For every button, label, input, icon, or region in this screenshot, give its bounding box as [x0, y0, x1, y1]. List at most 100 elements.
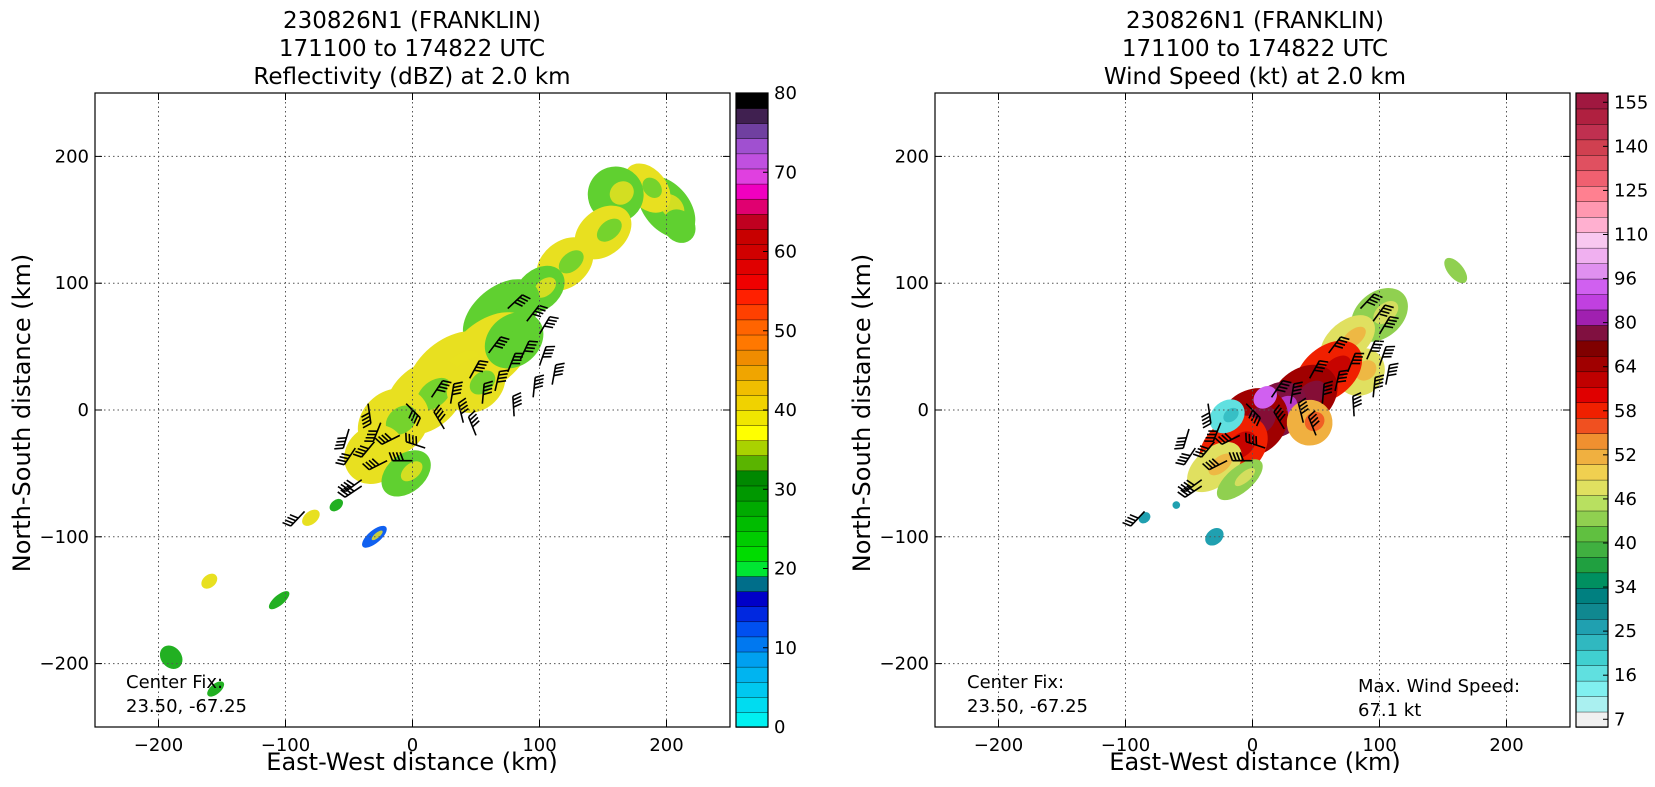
echo-core [385, 405, 417, 435]
colorbar-segment [735, 696, 769, 713]
colorbar-tick-label: 40 [774, 400, 797, 421]
echo-region [302, 509, 320, 526]
echo-core [558, 250, 584, 274]
wind-barb [1122, 510, 1146, 527]
colorbar-segment [1575, 216, 1609, 233]
colorbar-segment [735, 364, 769, 381]
colorbar-tick-label: 155 [1614, 92, 1648, 113]
ticks: −200 −100 0 100 200 −200 −100 0 100 200 [880, 93, 1570, 756]
echo-region [207, 681, 225, 697]
wind-barb [1270, 379, 1292, 398]
wind-barb [1202, 458, 1228, 471]
wind-barb [1385, 362, 1399, 385]
wind-barb [449, 381, 463, 404]
colorbar-segment [735, 304, 769, 321]
colorbar-tick-label: 80 [1614, 313, 1637, 334]
colorbar-segment [1575, 603, 1609, 620]
y-tick-label: 100 [55, 273, 89, 294]
wind-barb [1245, 432, 1266, 449]
colorbar-segment [1575, 247, 1609, 264]
colorbar-segment [735, 92, 769, 109]
title-line-3: Wind Speed (kt) at 2.0 km [1104, 64, 1406, 90]
x-tick-label: 0 [407, 735, 418, 756]
title-line-1: 230826N1 (FRANKLIN) [1126, 8, 1384, 34]
colorbar-tick-label: 96 [1614, 269, 1637, 290]
max-wind-value: 67.1 kt [1358, 700, 1421, 721]
colorbar-tick-label: 30 [774, 479, 797, 500]
y-axis-label: North-South distance (km) [848, 254, 876, 573]
colorbar-segment [1575, 201, 1609, 218]
wind-barb [352, 441, 376, 458]
wind-barb [362, 458, 388, 471]
colorbar-segment [1575, 123, 1609, 141]
colorbar-segment [735, 636, 769, 653]
wind-barb [532, 374, 545, 398]
wind-barb [433, 404, 446, 430]
wind-barb [364, 422, 382, 443]
colorbar-segment [735, 198, 769, 215]
colorbar-segment [735, 168, 769, 185]
colorbar-segment [1575, 402, 1609, 419]
colorbar-segment [1575, 371, 1609, 388]
wind-barb [1245, 403, 1262, 427]
reflectivity-plot-area: −200 −100 0 100 200 −200 −100 0 100 200 [40, 92, 731, 756]
center-fix-value: 23.50, -67.25 [967, 696, 1088, 717]
y-tick-label: 0 [78, 400, 89, 421]
wind-barb [1372, 374, 1385, 398]
wind-barb [388, 452, 413, 462]
colorbar-tick-label: 25 [1614, 621, 1637, 642]
colorbar-segment [1575, 432, 1609, 450]
echo-region [1253, 386, 1277, 409]
center-fix-annotation: Center Fix: 23.50, -67.25 [126, 672, 247, 717]
wind-barb [1192, 441, 1216, 458]
colorbar-segment [735, 439, 769, 456]
colorbar-segment [1575, 170, 1609, 187]
colorbar-tick-label: 20 [774, 559, 797, 580]
colorbar-tick-label: 7 [1614, 709, 1625, 730]
colorbar-segment [1575, 324, 1609, 342]
y-axis-label: North-South distance (km) [8, 254, 36, 573]
y-tick-label: 0 [918, 400, 929, 421]
x-tick-label: −200 [974, 735, 1023, 756]
echo-core [400, 461, 423, 482]
colorbar-segment [1575, 510, 1609, 527]
colorbar-segment [1575, 355, 1609, 373]
colorbar-segment [1575, 618, 1609, 635]
ticks: −200 −100 0 100 200 −200 −100 0 100 200 [40, 93, 730, 756]
colorbar-segment [1575, 587, 1609, 604]
colorbar-segment [735, 515, 769, 532]
colorbar-segment [1575, 448, 1609, 465]
colorbar-frame [1575, 92, 1609, 728]
wind-barb [1228, 452, 1253, 462]
wind-barb [1372, 304, 1394, 322]
colorbar-tick-label: 80 [774, 83, 797, 104]
colorbar-segment [735, 122, 769, 139]
colorbar-segment [1575, 278, 1609, 295]
colorbar-segment [735, 319, 769, 336]
colorbar-segment [1575, 386, 1609, 403]
x-tick-label: −100 [1101, 735, 1150, 756]
colorbar-segment [1575, 525, 1609, 543]
echo-core [371, 530, 383, 541]
colorbar-segment [1575, 494, 1609, 512]
wind-barb [430, 379, 452, 398]
wind-barb [1177, 479, 1203, 493]
colorbar-tick-label: 46 [1614, 489, 1637, 510]
colorbar-segment [735, 590, 769, 607]
echo-core [609, 181, 634, 205]
wind-barb [282, 510, 306, 527]
title-line-2: 171100 to 174822 UTC [1122, 36, 1388, 62]
colorbar-segment [735, 545, 769, 562]
wind-barb [1366, 340, 1384, 360]
y-tick-label: −100 [880, 527, 929, 548]
colorbar-segment [735, 606, 769, 623]
echo-region [201, 573, 218, 589]
echo-core [642, 177, 662, 198]
wind-barb [467, 410, 480, 436]
colorbar-tick-label: 0 [774, 717, 785, 738]
colorbar-segment [735, 349, 769, 366]
echo-core [596, 218, 622, 242]
title-line-1: 230826N1 (FRANKLIN) [283, 8, 541, 34]
colorbar-segment [1575, 139, 1609, 156]
